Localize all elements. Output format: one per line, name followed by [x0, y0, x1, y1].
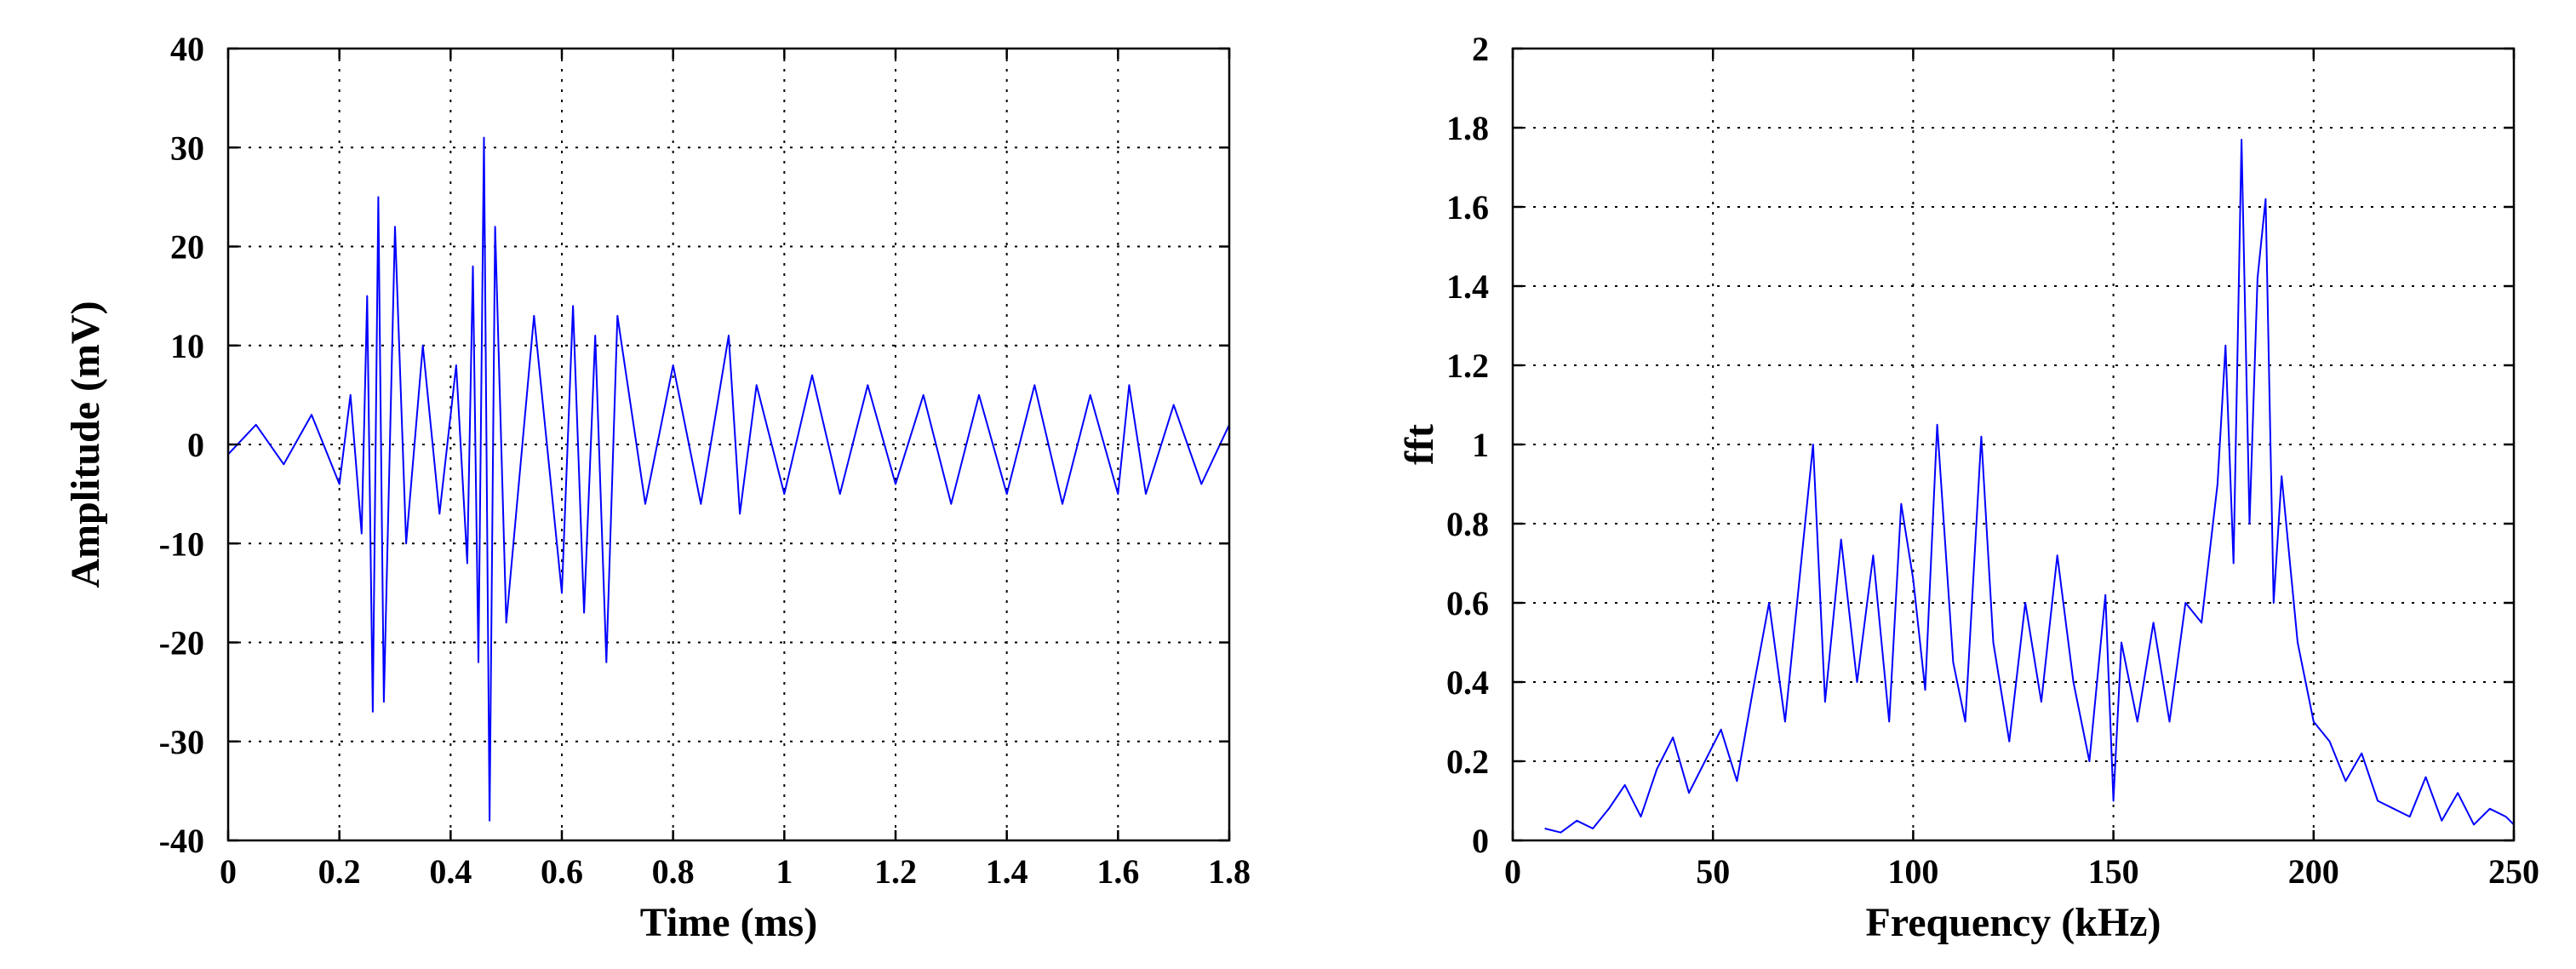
- fft-x-tick-label: 0: [1504, 852, 1521, 891]
- fft-x-tick-label: 250: [2488, 852, 2539, 891]
- fft-y-tick-label: 0.4: [1446, 663, 1489, 702]
- fft-y-tick-label: 2: [1472, 30, 1489, 68]
- time-x-tick-label: 0.2: [318, 852, 361, 891]
- time-x-tick-label: 1.8: [1208, 852, 1251, 891]
- fft-x-tick-label: 200: [2288, 852, 2339, 891]
- frequency-domain-chart: 0 50 100 150 200 250 0 0.2 0.4 0.6 0.8 1 1.2 1.4 1.6 1.…: [1397, 30, 2539, 945]
- fft-y-tick-label: 0.6: [1446, 584, 1489, 622]
- time-x-tick-label: 1.6: [1096, 852, 1139, 891]
- time-x-axis-label: Time (ms): [640, 900, 817, 945]
- fft-x-tick-label: 150: [2088, 852, 2139, 891]
- time-y-axis-label: Amplitude (mV): [63, 301, 108, 588]
- fft-y-tick-label: 0: [1472, 822, 1489, 860]
- fft-y-tick-label: 1.2: [1446, 347, 1489, 385]
- time-ticks: 0 0.2 0.4 0.6 0.8 1 1.2 1.4 1.6 1.8 -40 -30 -20 -10 0 1…: [159, 30, 1251, 891]
- time-y-tick-label: 0: [187, 426, 204, 464]
- fft-y-tick-label: 1.4: [1446, 267, 1489, 306]
- time-x-tick-label: 1.2: [874, 852, 917, 891]
- time-y-tick-label: 20: [170, 228, 204, 267]
- fft-x-tick-label: 50: [1696, 852, 1730, 891]
- fft-x-tick-label: 100: [1887, 852, 1938, 891]
- fft-grid: [1513, 49, 2514, 840]
- time-x-tick-label: 1: [776, 852, 793, 891]
- fft-series: [1544, 139, 2515, 834]
- fft-x-axis-label: Frequency (kHz): [1865, 900, 2161, 945]
- fft-y-tick-label: 0.8: [1446, 505, 1489, 543]
- time-y-tick-label: -20: [159, 624, 204, 662]
- time-y-tick-label: 30: [170, 129, 204, 167]
- time-x-tick-label: 0.6: [541, 852, 583, 891]
- time-y-tick-label: -30: [159, 723, 204, 761]
- time-y-tick-label: -10: [159, 525, 204, 563]
- fft-ticks: 0 50 100 150 200 250 0 0.2 0.4 0.6 0.8 1 1.2 1.4 1.6 1.…: [1446, 30, 2539, 891]
- time-series-line: [227, 136, 1230, 822]
- time-x-tick-label: 1.4: [986, 852, 1028, 891]
- fft-series-line: [1544, 139, 2515, 834]
- time-x-tick-label: 0.4: [429, 852, 472, 891]
- time-y-tick-label: 10: [170, 327, 204, 365]
- fft-y-tick-label: 1.8: [1446, 109, 1489, 147]
- time-domain-chart: 0 0.2 0.4 0.6 0.8 1 1.2 1.4 1.6 1.8 -40 -30 -20 -10 0 1…: [63, 30, 1251, 945]
- time-signal-series: [227, 136, 1230, 822]
- time-x-tick-label: 0.8: [652, 852, 695, 891]
- fft-y-tick-label: 1.6: [1446, 188, 1489, 226]
- fft-y-tick-label: 1: [1472, 426, 1489, 464]
- time-y-tick-label: 40: [170, 30, 204, 68]
- fft-y-axis-label: fft: [1397, 424, 1442, 465]
- fft-y-tick-label: 0.2: [1446, 743, 1489, 781]
- time-x-tick-label: 0: [220, 852, 237, 891]
- time-y-tick-label: -40: [159, 822, 204, 860]
